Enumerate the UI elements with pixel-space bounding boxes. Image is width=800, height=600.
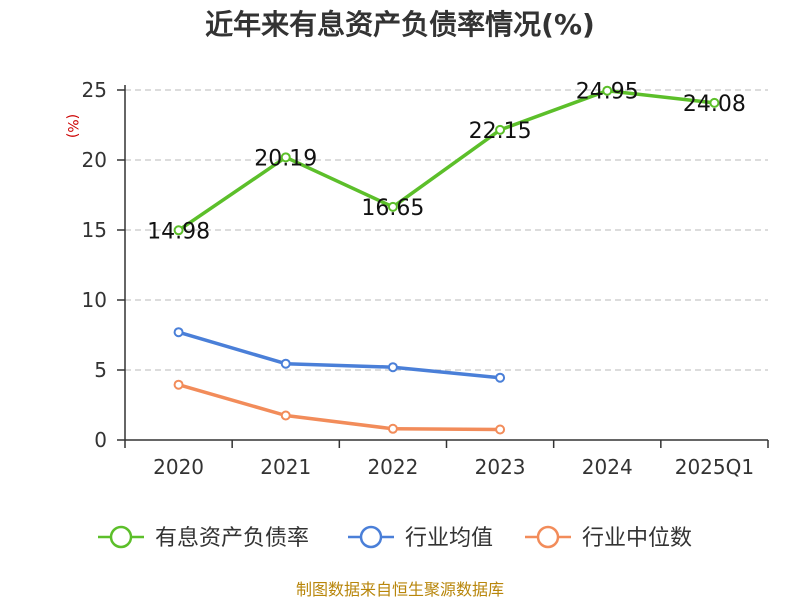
grid-lines xyxy=(125,89,768,371)
legend-label: 行业均值 xyxy=(405,526,493,551)
legend-item-0: 有息资产负债率 xyxy=(98,525,309,551)
chart-title: 近年来有息资产负债率情况(%) xyxy=(205,8,595,41)
data-point xyxy=(709,97,720,108)
series-line xyxy=(177,88,715,232)
series-1 xyxy=(173,327,506,383)
legend-label: 行业中位数 xyxy=(582,526,692,551)
legend: 有息资产负债率 行业均值 行业中位数 xyxy=(98,525,692,551)
data-point xyxy=(387,201,398,212)
data-label: 20.19 xyxy=(254,146,317,171)
y-tick-label: 25 xyxy=(82,78,107,102)
y-tick-label: 20 xyxy=(82,148,107,172)
x-tick-label: 2024 xyxy=(582,455,633,479)
data-point xyxy=(495,424,506,435)
data-point xyxy=(602,85,613,96)
legend-marker xyxy=(359,525,383,549)
x-tick-label: 2025Q1 xyxy=(675,455,754,479)
data-point xyxy=(387,423,398,434)
data-label: 22.15 xyxy=(469,119,532,144)
x-tick-label: 2023 xyxy=(475,455,526,479)
legend-label: 有息资产负债率 xyxy=(155,526,309,551)
x-tick-label: 2022 xyxy=(367,455,418,479)
y-axis-label: (%) xyxy=(64,114,80,138)
legend-item-2: 行业中位数 xyxy=(525,525,692,551)
series-group: 14.98 20.19 16.65 22.15 24.95 24.08 xyxy=(147,80,746,435)
series-line xyxy=(178,330,501,380)
x-tick-label: 2020 xyxy=(153,455,204,479)
data-point xyxy=(173,327,184,338)
data-point xyxy=(280,152,291,163)
data-label: 24.95 xyxy=(576,80,639,105)
data-point xyxy=(280,358,291,369)
y-tick-label: 5 xyxy=(94,358,107,382)
data-point xyxy=(173,379,184,390)
data-point xyxy=(387,362,398,373)
series-line xyxy=(178,383,501,432)
axes: 0 5 10 15 20 25 2020 2021 2022 2023 2024 2025Q1 xyxy=(82,78,769,479)
data-point xyxy=(280,410,291,421)
data-label: 16.65 xyxy=(361,196,424,221)
data-point xyxy=(495,124,506,135)
series-0: 14.98 20.19 16.65 22.15 24.95 24.08 xyxy=(147,80,746,245)
legend-marker xyxy=(536,525,560,549)
y-tick-label: 10 xyxy=(82,288,107,312)
data-point xyxy=(495,372,506,383)
series-2 xyxy=(173,379,506,435)
data-label: 24.08 xyxy=(683,92,746,117)
data-label: 14.98 xyxy=(147,219,210,244)
legend-marker xyxy=(109,525,133,549)
data-point xyxy=(173,225,184,236)
x-tick-label: 2021 xyxy=(260,455,311,479)
y-tick-label: 0 xyxy=(94,428,107,452)
y-tick-label: 15 xyxy=(82,218,107,242)
legend-item-1: 行业均值 xyxy=(348,525,493,551)
source-note: 制图数据来自恒生聚源数据库 xyxy=(296,580,504,599)
